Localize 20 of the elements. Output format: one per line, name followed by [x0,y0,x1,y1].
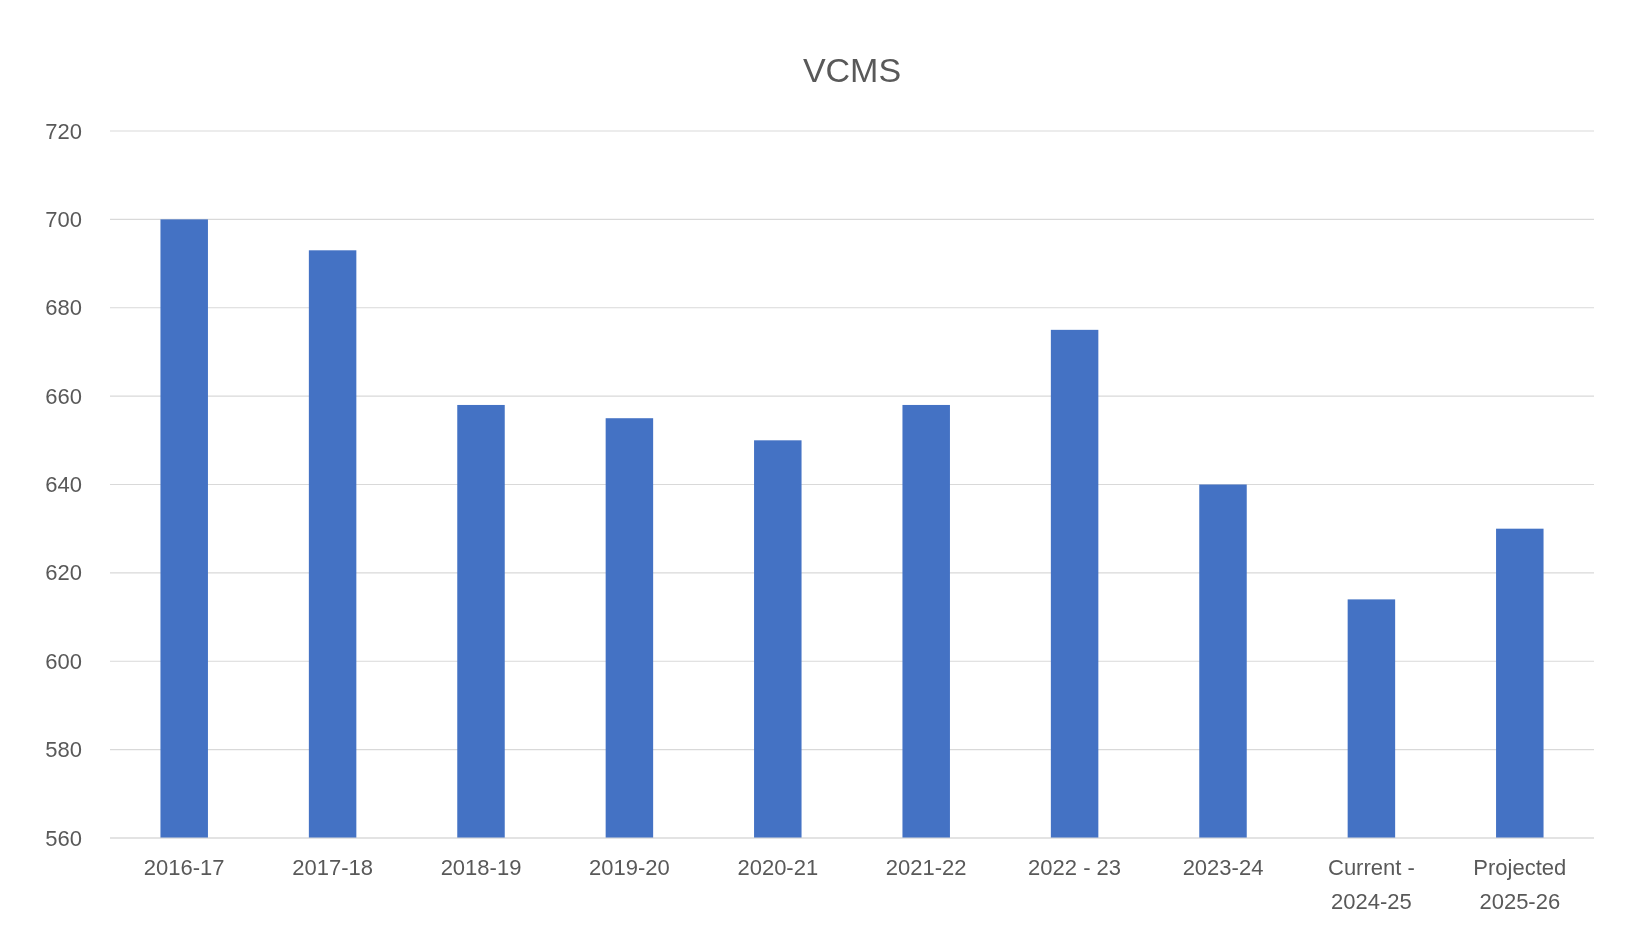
x-tick-label: 2018-19 [440,855,522,880]
x-tick-label: Current - 2024-25 [1328,855,1415,914]
y-tick-label: 600 [45,648,82,674]
y-tick-label: 660 [45,383,82,409]
y-tick-label: 700 [45,206,82,232]
y-tick-label: 640 [45,472,82,498]
x-tick-label: 2016-17 [143,855,225,880]
x-tick-label: 2019-20 [589,855,670,880]
y-tick-label: 580 [45,737,82,763]
y-tick-label: 720 [45,118,82,144]
x-tick-label: 2020-21 [737,855,819,880]
y-tick-label: 680 [45,295,82,321]
x-tick-label: 2017-18 [292,855,373,880]
y-tick-label: 620 [45,560,82,586]
chart-title: VCMS [802,51,902,89]
x-tick-label: 2021-22 [885,855,967,880]
x-tick-label: 2022 - 23 [1028,855,1122,880]
y-tick-label: 560 [45,825,82,851]
x-tick-label: 2023-24 [1182,855,1264,880]
x-tick-label: Projected 2025-26 [1473,855,1567,914]
